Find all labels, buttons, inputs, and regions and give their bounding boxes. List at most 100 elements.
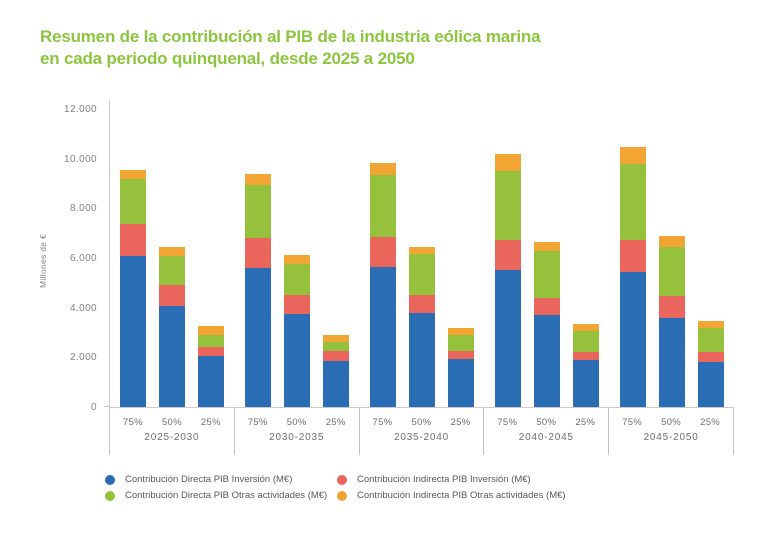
stacked-bar-2035-2040-75% bbox=[369, 163, 396, 407]
percent-label-row: 75% 50% 25% bbox=[110, 417, 234, 428]
bar-percent-label: 50% bbox=[536, 417, 557, 428]
y-tick-label: 8.000 bbox=[69, 203, 97, 215]
bar-segment-indirecta-pib-inversion bbox=[658, 296, 685, 318]
legend-column: Contribución Indirecta PIB Inversión (M€… bbox=[337, 474, 569, 501]
stacked-bar-2030-2035-75% bbox=[245, 174, 272, 407]
y-tick-label: 0 bbox=[91, 402, 97, 413]
bar-segment-indirecta-pib-otras bbox=[533, 242, 560, 251]
legend-label: Contribución Indirecta PIB Otras activid… bbox=[357, 490, 566, 501]
bar-segment-indirecta-pib-otras bbox=[284, 255, 311, 264]
bar-segment-directa-pib-otras bbox=[533, 251, 560, 298]
bar-percent-label: 75% bbox=[247, 417, 268, 428]
bar-segment-indirecta-pib-inversion bbox=[533, 298, 560, 315]
bar-segment-indirecta-pib-inversion bbox=[159, 285, 186, 306]
y-tick-label: 6.000 bbox=[69, 253, 97, 264]
legend-dot-icon bbox=[337, 474, 347, 485]
bar-percent-label: 25% bbox=[575, 417, 596, 428]
legend-column: Contribución Directa PIB Inversión (M€) C… bbox=[105, 474, 337, 501]
y-tick-label: 12.000 bbox=[64, 104, 97, 115]
bar-percent-label: 50% bbox=[286, 417, 307, 428]
bar-segment-directa-pib-inversion bbox=[572, 360, 599, 407]
y-axis-zero-tick bbox=[104, 406, 109, 407]
bar-segment-directa-pib-otras bbox=[494, 171, 521, 240]
bar-percent-label: 75% bbox=[497, 417, 518, 428]
y-tick-label: 10.000 bbox=[64, 153, 97, 165]
bar-percent-label: 25% bbox=[325, 417, 346, 428]
bar-segment-indirecta-pib-inversion bbox=[408, 295, 435, 313]
bar-segment-indirecta-pib-otras bbox=[369, 163, 396, 175]
bar-segment-directa-pib-otras bbox=[159, 256, 186, 285]
bar-segment-directa-pib-inversion bbox=[323, 361, 350, 407]
legend-label: Contribución Indirecta PIB Inversión (M€… bbox=[357, 474, 531, 485]
bar-segment-directa-pib-otras bbox=[120, 179, 147, 224]
stacked-bar-2025-2030-75% bbox=[120, 170, 147, 407]
bar-percent-label: 75% bbox=[122, 417, 143, 428]
x-axis-group-2045-2050: 75% 50% 25% 2045-2050 bbox=[609, 408, 734, 455]
bar-segment-directa-pib-inversion bbox=[447, 359, 474, 407]
bar-segment-indirecta-pib-inversion bbox=[198, 347, 225, 356]
bar-segment-indirecta-pib-inversion bbox=[323, 351, 350, 361]
bar-segment-indirecta-pib-otras bbox=[658, 236, 685, 247]
bar-percent-label: 50% bbox=[411, 417, 432, 428]
bar-segment-indirecta-pib-otras bbox=[697, 321, 724, 328]
stacked-bar-2040-2045-75% bbox=[494, 154, 521, 407]
stacked-bar-2030-2035-50% bbox=[284, 255, 311, 407]
bar-segment-indirecta-pib-otras bbox=[447, 328, 474, 335]
legend-item-indirecta-pib-otras: Contribución Indirecta PIB Otras activid… bbox=[337, 490, 569, 501]
bar-segment-directa-pib-otras bbox=[447, 335, 474, 351]
bar-percent-label: 75% bbox=[622, 417, 643, 428]
x-axis-group-2025-2030: 75% 50% 25% 2025-2030 bbox=[110, 408, 235, 455]
bar-segment-directa-pib-inversion bbox=[198, 356, 225, 407]
x-axis-group-2030-2035: 75% 50% 25% 2030-2035 bbox=[235, 408, 360, 455]
period-label: 2040-2045 bbox=[518, 432, 574, 443]
period-label: 2030-2035 bbox=[269, 432, 325, 443]
x-axis-group-2040-2045: 75% 50% 25% 2040-2045 bbox=[484, 408, 610, 455]
bar-percent-label: 25% bbox=[200, 417, 221, 428]
bar-segment-directa-pib-inversion bbox=[408, 313, 435, 407]
y-axis-ticks: 12.000 10.000 8.000 6.000 4.000 2.000 0 bbox=[40, 104, 97, 413]
stacked-bar-2035-2040-25% bbox=[447, 328, 474, 407]
legend-label: Contribución Directa PIB Inversión (M€) bbox=[125, 474, 293, 485]
bar-percent-label: 25% bbox=[700, 417, 721, 428]
legend: Contribución Directa PIB Inversión (M€) C… bbox=[105, 474, 569, 501]
bar-segment-indirecta-pib-inversion bbox=[697, 352, 724, 362]
bar-segment-indirecta-pib-inversion bbox=[447, 351, 474, 359]
bar-segment-indirecta-pib-otras bbox=[120, 170, 147, 179]
bar-segment-directa-pib-otras bbox=[572, 331, 599, 352]
percent-label-row: 75% 50% 25% bbox=[360, 417, 484, 428]
bar-segment-indirecta-pib-otras bbox=[408, 247, 435, 254]
bar-segment-directa-pib-otras bbox=[284, 264, 311, 295]
bar-segment-indirecta-pib-inversion bbox=[494, 240, 521, 270]
bar-segment-directa-pib-otras bbox=[245, 185, 272, 238]
bar-segment-directa-pib-inversion bbox=[120, 256, 147, 407]
legend-dot-icon bbox=[105, 490, 115, 501]
bar-segment-directa-pib-otras bbox=[198, 335, 225, 347]
stacked-bar-2045-2050-50% bbox=[658, 236, 685, 407]
bar-group-2040-2045 bbox=[484, 109, 609, 407]
legend-item-directa-pib-otras: Contribución Directa PIB Otras actividad… bbox=[105, 490, 337, 501]
bar-segment-directa-pib-inversion bbox=[494, 270, 521, 407]
bar-segment-directa-pib-inversion bbox=[533, 315, 560, 407]
legend-dot-icon bbox=[105, 474, 115, 485]
bar-segment-directa-pib-inversion bbox=[245, 268, 272, 407]
y-axis-line bbox=[109, 100, 110, 407]
bar-segment-indirecta-pib-otras bbox=[494, 154, 521, 171]
bar-group-2035-2040 bbox=[360, 109, 485, 407]
bar-segment-indirecta-pib-inversion bbox=[619, 240, 646, 272]
stacked-bar-2025-2030-25% bbox=[198, 326, 225, 407]
bar-segment-directa-pib-otras bbox=[619, 164, 646, 240]
percent-label-row: 75% 50% 25% bbox=[609, 417, 733, 428]
period-label: 2035-2040 bbox=[393, 432, 449, 443]
legend-label: Contribución Directa PIB Otras actividad… bbox=[125, 490, 328, 501]
legend-item-directa-pib-inversion: Contribución Directa PIB Inversión (M€) bbox=[105, 474, 337, 485]
stacked-bar-2045-2050-25% bbox=[697, 321, 724, 407]
bar-segment-indirecta-pib-inversion bbox=[369, 237, 396, 267]
bar-segment-directa-pib-inversion bbox=[619, 272, 646, 407]
bar-segment-indirecta-pib-otras bbox=[323, 335, 350, 342]
bar-segment-directa-pib-otras bbox=[408, 254, 435, 295]
percent-label-row: 75% 50% 25% bbox=[235, 417, 359, 428]
legend-dot-icon bbox=[337, 490, 347, 501]
stacked-bar-2030-2035-25% bbox=[323, 335, 350, 407]
percent-label-row: 75% 50% 25% bbox=[484, 417, 608, 428]
